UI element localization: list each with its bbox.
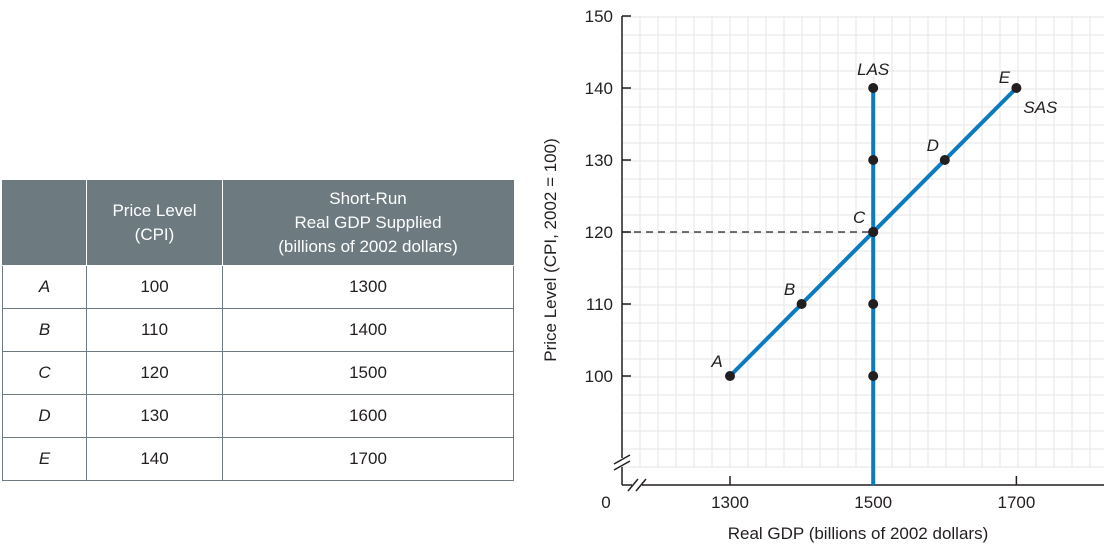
- y-axis-label: Price Level (CPI, 2002 = 100): [541, 138, 560, 361]
- las-point: [868, 299, 879, 309]
- header-line: Price Level: [112, 201, 197, 220]
- header-line: Short-Run: [329, 189, 407, 208]
- las-point: [868, 155, 879, 165]
- point-label: D: [927, 136, 939, 155]
- gdp-cell: 1500: [222, 351, 514, 395]
- sas-label: SAS: [1023, 98, 1058, 117]
- y-tick-label: 140: [585, 79, 613, 98]
- origin-label: 0: [601, 493, 610, 512]
- sas-point: [939, 155, 950, 165]
- table-row: B 110 1400: [2, 308, 514, 352]
- gdp-cell: 1600: [222, 394, 514, 438]
- point-label: B: [784, 280, 795, 299]
- table-header-gdp-supplied: Short-Run Real GDP Supplied (billions of…: [222, 180, 514, 266]
- data-table: Price Level (CPI) Short-Run Real GDP Sup…: [2, 180, 514, 481]
- gdp-cell: 1300: [222, 265, 514, 309]
- header-line: (billions of 2002 dollars): [278, 237, 458, 256]
- table-row: D 130 1600: [2, 394, 514, 438]
- x-axis-break: [635, 478, 647, 492]
- row-label: A: [2, 265, 87, 309]
- y-tick-label: 110: [586, 295, 613, 314]
- point-label: E: [999, 68, 1011, 87]
- sas-point: [725, 371, 735, 381]
- sas-point: [1011, 83, 1022, 93]
- sas-point: [796, 299, 807, 309]
- table-row: C 120 1500: [2, 351, 514, 395]
- table-header-row: Price Level (CPI) Short-Run Real GDP Sup…: [2, 180, 514, 266]
- row-label: E: [2, 437, 87, 481]
- x-axis-label: Real GDP (billions of 2002 dollars): [728, 524, 988, 543]
- header-line: Real GDP Supplied: [294, 213, 442, 232]
- table-row: E 140 1700: [2, 437, 514, 481]
- point-label: A: [710, 352, 722, 371]
- y-tick-label: 100: [585, 367, 613, 386]
- las-label: LAS: [857, 60, 890, 79]
- gdp-cell: 1700: [222, 437, 514, 481]
- price-cell: 140: [86, 437, 223, 481]
- y-tick-label: 150: [585, 7, 613, 26]
- x-axis-break: [627, 478, 639, 492]
- table-header-blank: [2, 180, 87, 266]
- sas-point: [868, 227, 879, 237]
- las-point: [868, 83, 879, 93]
- grid-lines: [622, 16, 1104, 468]
- price-cell: 100: [86, 265, 223, 309]
- table-row: A 100 1300: [2, 265, 514, 309]
- price-cell: 130: [86, 394, 223, 438]
- y-axis-break: [613, 460, 631, 471]
- header-line: (CPI): [134, 225, 175, 244]
- x-tick-label: 1300: [711, 493, 749, 512]
- las-point: [868, 371, 879, 381]
- x-tick-label: 1500: [854, 493, 892, 512]
- point-label: C: [853, 208, 866, 227]
- gdp-cell: 1400: [222, 308, 514, 352]
- y-axis-break: [613, 454, 631, 465]
- y-tick-label: 120: [585, 223, 613, 242]
- y-tick-label: 130: [585, 151, 613, 170]
- row-label: D: [2, 394, 87, 438]
- x-tick-label: 1700: [997, 493, 1035, 512]
- price-cell: 110: [86, 308, 223, 352]
